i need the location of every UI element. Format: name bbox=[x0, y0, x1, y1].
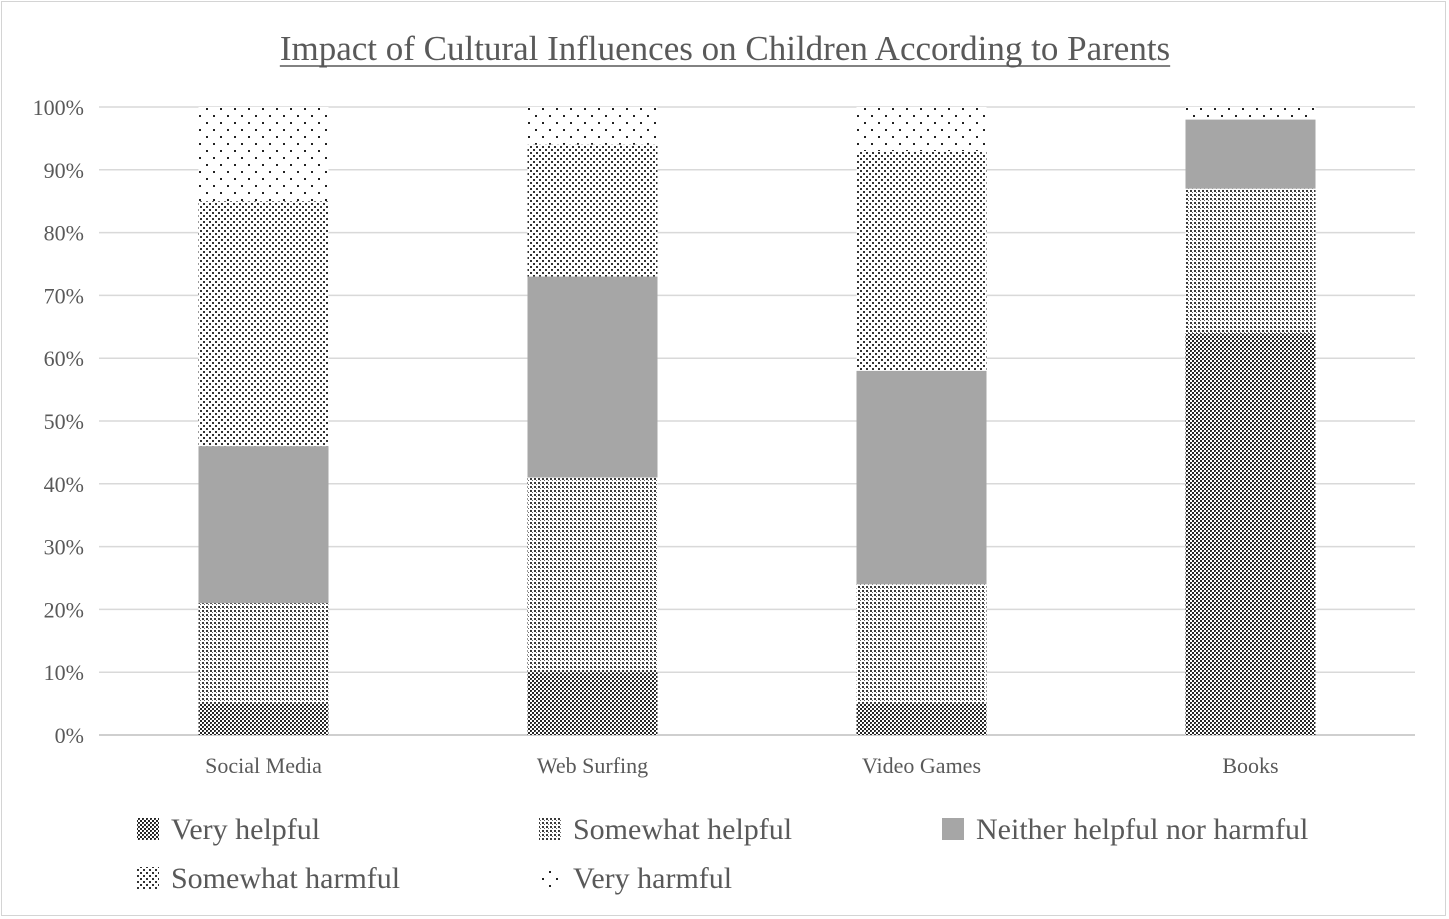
legend-label: Somewhat helpful bbox=[573, 813, 792, 846]
y-tick-label: 90% bbox=[44, 158, 84, 183]
bar-segment bbox=[856, 150, 987, 371]
y-tick-label: 100% bbox=[33, 95, 84, 120]
legend-label: Somewhat harmful bbox=[171, 862, 400, 895]
x-tick-label: Books bbox=[1222, 753, 1278, 778]
x-axis: Social Media Web Surfing Video Games Books bbox=[205, 753, 1278, 778]
bar-segment bbox=[1185, 188, 1316, 334]
bar-segment bbox=[856, 370, 987, 585]
legend-item: Very harmful bbox=[539, 862, 732, 895]
legend-swatch bbox=[137, 818, 159, 840]
bar-segment bbox=[856, 584, 987, 704]
legend-swatch bbox=[942, 818, 964, 840]
legend-item: Somewhat harmful bbox=[137, 862, 400, 895]
bar-segment bbox=[527, 672, 658, 735]
legend-item: Very helpful bbox=[137, 813, 320, 846]
legend-swatch bbox=[539, 818, 561, 840]
bar-segment bbox=[198, 446, 329, 604]
chart-title: Impact of Cultural Influences on Childre… bbox=[280, 29, 1170, 68]
legend-label: Very harmful bbox=[573, 862, 732, 895]
y-tick-label: 40% bbox=[44, 472, 84, 497]
y-tick-label: 20% bbox=[44, 597, 84, 622]
x-tick-label: Video Games bbox=[862, 753, 981, 778]
bar-segment bbox=[198, 107, 329, 202]
bar-segment bbox=[1185, 107, 1316, 120]
bar-segment bbox=[527, 144, 658, 277]
legend-label: Neither helpful nor harmful bbox=[976, 813, 1308, 846]
y-axis-ticks: 0% 10% 20% 30% 40% 50% 60% 70% 80% 90% 100% bbox=[33, 95, 84, 748]
bar-segment bbox=[1185, 333, 1316, 735]
legend-swatch bbox=[137, 867, 159, 889]
bars bbox=[198, 107, 1316, 735]
y-tick-label: 70% bbox=[44, 283, 84, 308]
y-tick-label: 50% bbox=[44, 409, 84, 434]
y-tick-label: 10% bbox=[44, 660, 84, 685]
x-tick-label: Web Surfing bbox=[537, 753, 648, 778]
bar-segment bbox=[856, 703, 987, 735]
bar-segment bbox=[527, 477, 658, 673]
legend: Very helpful Somewhat helpful Neither help… bbox=[137, 813, 1308, 895]
legend-item: Neither helpful nor harmful bbox=[942, 813, 1308, 846]
y-tick-label: 0% bbox=[55, 723, 84, 748]
bar-segment bbox=[198, 703, 329, 735]
x-tick-label: Social Media bbox=[205, 753, 322, 778]
legend-label: Very helpful bbox=[171, 813, 320, 846]
y-tick-label: 60% bbox=[44, 346, 84, 371]
legend-item: Somewhat helpful bbox=[539, 813, 792, 846]
y-tick-label: 30% bbox=[44, 535, 84, 560]
bar-segment bbox=[856, 107, 987, 151]
bar-segment bbox=[198, 201, 329, 447]
bar-segment bbox=[527, 107, 658, 145]
bar-segment bbox=[527, 276, 658, 478]
bar-segment bbox=[198, 603, 329, 704]
bar-segment bbox=[1185, 119, 1316, 189]
legend-swatch bbox=[539, 867, 561, 889]
y-tick-label: 80% bbox=[44, 221, 84, 246]
